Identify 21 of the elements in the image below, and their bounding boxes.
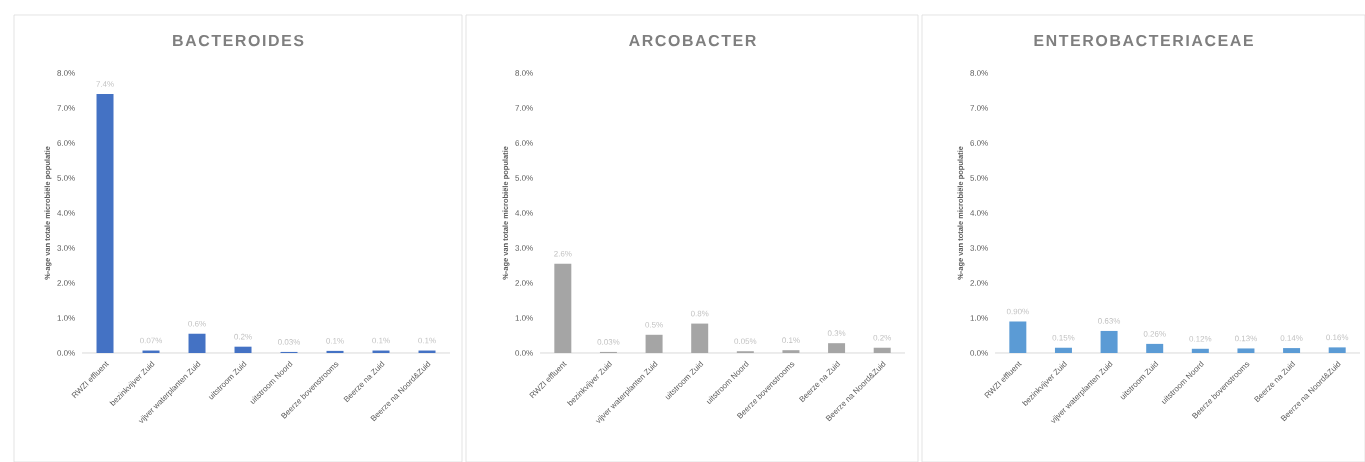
bar: [96, 93, 114, 353]
bar: [234, 346, 252, 353]
bar: [1237, 348, 1255, 353]
bar: [828, 343, 846, 353]
bar: [1283, 348, 1301, 353]
bar: [554, 263, 572, 353]
bar: [326, 350, 344, 353]
bar: [1054, 347, 1072, 353]
bar: [782, 350, 800, 353]
chart-title: BACTEROIDES: [173, 34, 304, 47]
bar: [1146, 343, 1164, 353]
bar: [645, 334, 663, 353]
bar: [1009, 321, 1027, 353]
bar: [1191, 348, 1209, 353]
bar: [691, 323, 709, 353]
bar: [873, 347, 891, 353]
chart-title: ENTEROBACTERIACEAE: [1034, 34, 1253, 47]
bar: [1328, 347, 1346, 353]
bar: [1100, 330, 1118, 353]
bar: [188, 333, 206, 353]
chart-title: ARCOBACTER: [629, 34, 757, 47]
